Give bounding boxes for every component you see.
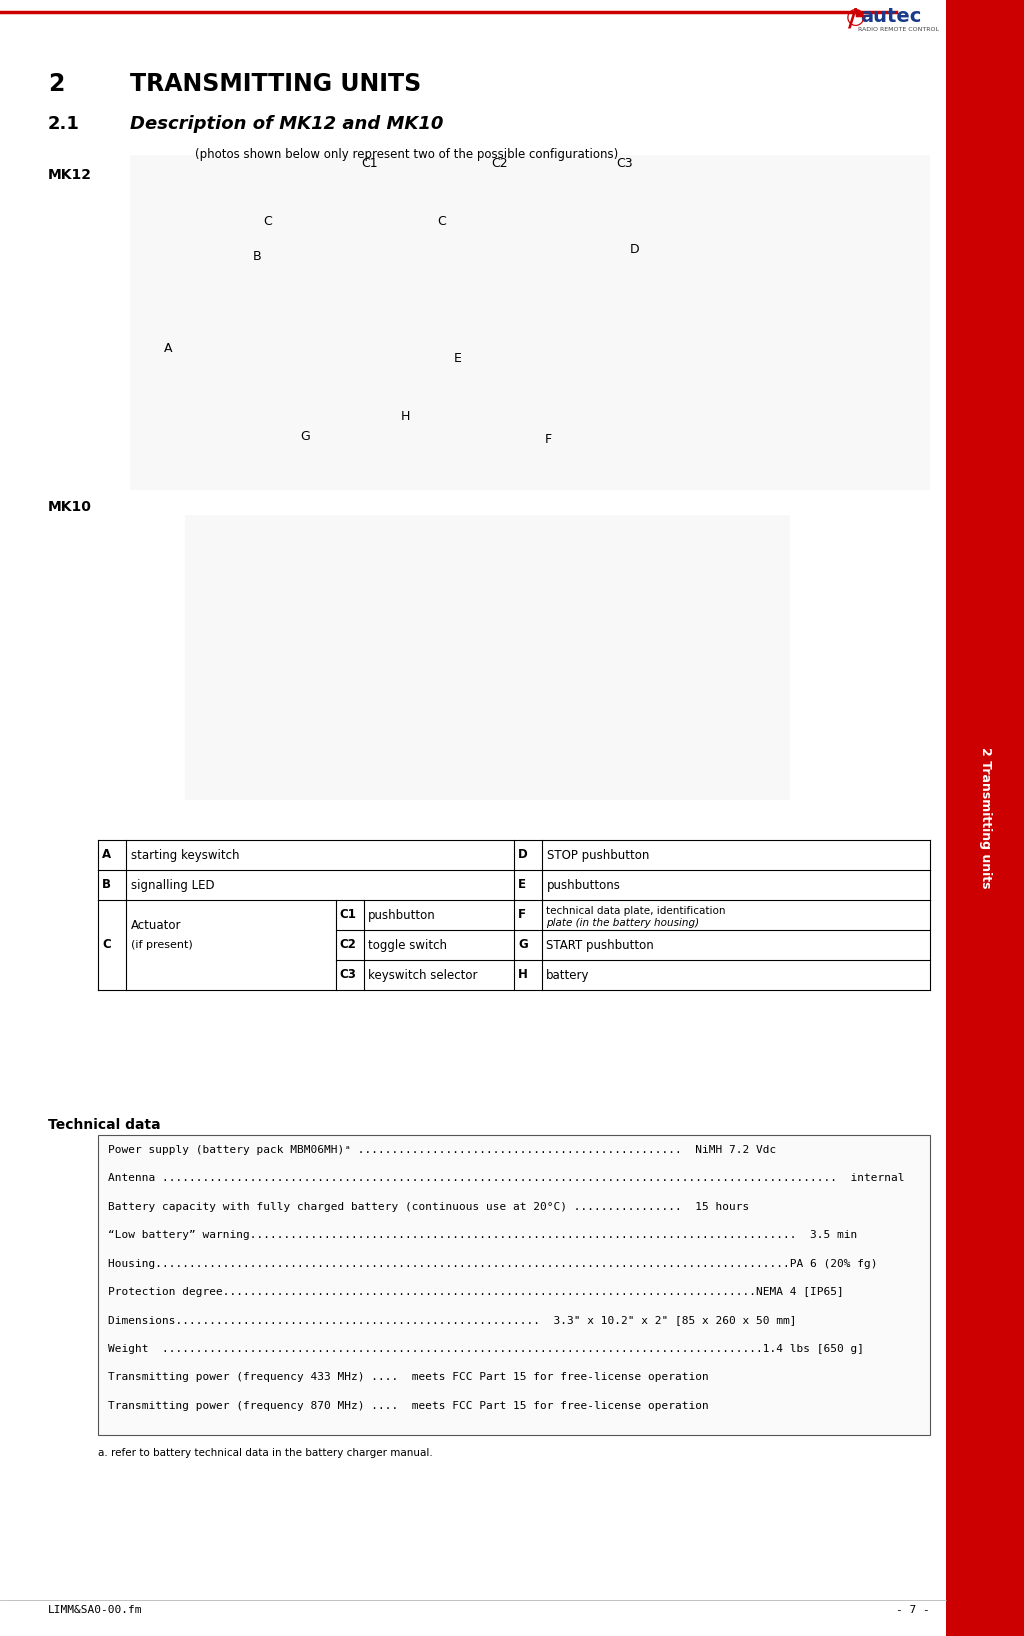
Text: F: F [518, 908, 526, 921]
Text: H: H [400, 411, 410, 424]
Text: (photos shown below only represent two of the possible configurations): (photos shown below only represent two o… [195, 147, 618, 160]
Text: G: G [300, 430, 310, 443]
Text: /: / [848, 7, 857, 31]
Text: Power supply (battery pack MBM06MH)ᵃ ...........................................: Power supply (battery pack MBM06MH)ᵃ ...… [108, 1145, 776, 1155]
Text: “Low battery” warning...........................................................: “Low battery” warning...................… [108, 1230, 857, 1240]
Text: pushbuttons: pushbuttons [547, 879, 621, 892]
Text: C2: C2 [492, 157, 508, 170]
Text: E: E [454, 352, 462, 365]
Text: technical data plate, identification: technical data plate, identification [546, 906, 725, 916]
Text: MK10: MK10 [48, 501, 92, 514]
Text: Protection degree...............................................................: Protection degree.......................… [108, 1288, 844, 1297]
Text: Housing.........................................................................: Housing.................................… [108, 1258, 878, 1268]
Text: A: A [164, 342, 172, 355]
Text: TRANSMITTING UNITS: TRANSMITTING UNITS [130, 72, 421, 97]
Bar [946, 0, 1024, 1636]
Bar [98, 1135, 930, 1435]
Text: C: C [102, 939, 111, 952]
Text: Weight  ........................................................................: Weight .................................… [108, 1343, 864, 1355]
Text: B: B [102, 879, 111, 892]
Text: 2.1: 2.1 [48, 115, 80, 133]
Text: - 7 -: - 7 - [896, 1605, 930, 1615]
Text: C: C [263, 214, 272, 227]
Text: Dimensions......................................................  3.3" x 10.2" x: Dimensions..............................… [108, 1315, 797, 1325]
Text: pushbutton: pushbutton [368, 908, 436, 921]
Text: Actuator: Actuator [131, 919, 181, 933]
Text: A: A [102, 849, 112, 862]
Text: plate (in the battery housing): plate (in the battery housing) [546, 918, 699, 928]
Text: a. refer to battery technical data in the battery charger manual.: a. refer to battery technical data in th… [98, 1448, 433, 1458]
Text: toggle switch: toggle switch [368, 939, 447, 952]
Text: 2 Transmitting units: 2 Transmitting units [979, 748, 991, 888]
Text: C1: C1 [361, 157, 378, 170]
Text: D: D [630, 244, 640, 255]
Text: Battery capacity with fully charged battery (continuous use at 20°C) ...........: Battery capacity with fully charged batt… [108, 1202, 750, 1212]
Bar [130, 155, 930, 491]
Text: B: B [253, 250, 261, 263]
Text: Antenna ........................................................................: Antenna ................................… [108, 1173, 904, 1183]
Text: F: F [545, 434, 552, 447]
Text: C3: C3 [339, 969, 356, 982]
Text: autec: autec [860, 7, 922, 26]
Text: starting keyswitch: starting keyswitch [131, 849, 240, 862]
Text: Transmitting power (frequency 433 MHz) ....  meets FCC Part 15 for free-license : Transmitting power (frequency 433 MHz) .… [108, 1373, 709, 1382]
Text: C: C [437, 214, 446, 227]
Text: signalling LED: signalling LED [131, 879, 215, 892]
Text: Description of MK12 and MK10: Description of MK12 and MK10 [130, 115, 443, 133]
Text: C1: C1 [339, 908, 356, 921]
Text: (if present): (if present) [131, 941, 193, 951]
Text: G: G [518, 939, 527, 952]
Text: STOP pushbutton: STOP pushbutton [547, 849, 649, 862]
Text: LIMM&SA0-00.fm: LIMM&SA0-00.fm [48, 1605, 142, 1615]
Text: H: H [518, 969, 528, 982]
Text: keyswitch selector: keyswitch selector [368, 969, 477, 982]
Text: E: E [518, 879, 526, 892]
Text: Technical data: Technical data [48, 1117, 161, 1132]
Text: 2: 2 [48, 72, 65, 97]
Text: ◔: ◔ [846, 7, 865, 28]
Text: START pushbutton: START pushbutton [546, 939, 653, 952]
Text: C2: C2 [339, 939, 356, 952]
Text: Transmitting power (frequency 870 MHz) ....  meets FCC Part 15 for free-license : Transmitting power (frequency 870 MHz) .… [108, 1400, 709, 1410]
Text: MK12: MK12 [48, 169, 92, 182]
Text: D: D [518, 849, 527, 862]
Text: battery: battery [546, 969, 590, 982]
Text: RADIO REMOTE CONTROL: RADIO REMOTE CONTROL [858, 28, 939, 33]
Bar [185, 515, 790, 800]
Text: C3: C3 [616, 157, 633, 170]
